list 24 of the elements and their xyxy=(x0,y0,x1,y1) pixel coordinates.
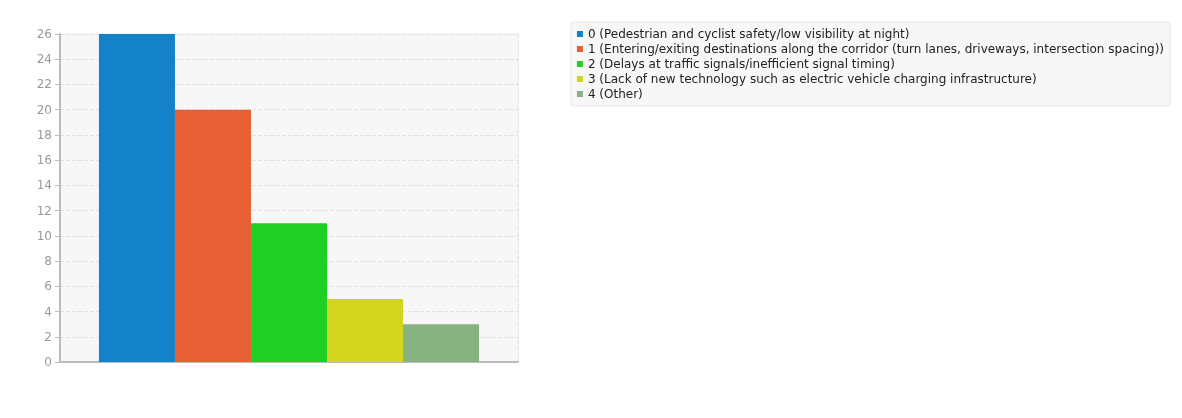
legend-label: 3 (Lack of new technology such as electric vehicle charging infrastructure) xyxy=(587,72,1037,86)
legend-label: 1 (Entering/exiting destinations along the corridor (turn lanes, driveways, intersection spacing)) xyxy=(587,42,1165,56)
y-tick-label: 16 xyxy=(36,153,52,168)
bar xyxy=(174,109,251,362)
bar xyxy=(250,223,328,362)
y-tick-label: 22 xyxy=(36,77,52,92)
y-tick-label: 26 xyxy=(36,27,52,41)
bar xyxy=(98,34,175,362)
y-tick-label: 10 xyxy=(36,228,52,243)
bar xyxy=(403,324,480,362)
legend-label: 4 (Other) xyxy=(587,87,643,101)
legend-label: 0 (Pedestrian and cyclist safety/low visibility at night) xyxy=(587,27,910,41)
y-tick-label: 20 xyxy=(36,102,52,117)
y-tick-label: 18 xyxy=(36,127,52,142)
y-tick-label: 2 xyxy=(44,329,52,344)
y-tick-label: 6 xyxy=(44,279,52,294)
y-tick-label: 8 xyxy=(44,254,52,269)
y-tick-label: 0 xyxy=(44,355,52,369)
y-tick-label: 4 xyxy=(44,304,52,319)
legend-label: 2 (Delays at traffic signals/inefficient signal timing) xyxy=(587,57,895,71)
y-tick-label: 24 xyxy=(36,52,52,67)
bar xyxy=(327,298,404,362)
y-tick-label: 12 xyxy=(36,203,52,218)
y-tick-label: 14 xyxy=(36,178,52,193)
